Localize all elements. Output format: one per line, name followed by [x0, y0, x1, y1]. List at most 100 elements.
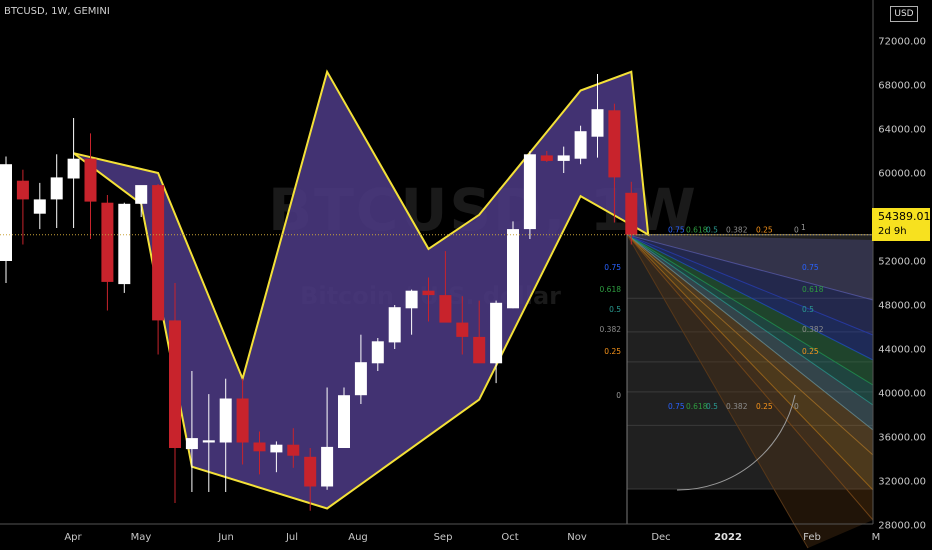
candle-body	[287, 444, 300, 456]
candle-body	[219, 398, 232, 443]
time-tick-label: M	[872, 532, 881, 543]
price-axis: 28000.00 32000.00 36000.00 40000.00 44000.00…	[872, 0, 926, 532]
time-tick-label: Jul	[285, 532, 298, 543]
fib-fan-ray	[626, 234, 874, 491]
candle-body	[439, 295, 452, 323]
time-tick-label: Dec	[651, 532, 670, 543]
fib-label-bottom: 0.75	[668, 402, 685, 411]
candle-body	[270, 444, 283, 453]
candle-body	[33, 199, 46, 214]
fib-fan-ray	[626, 234, 874, 361]
currency-selector[interactable]: USD	[890, 6, 918, 22]
candle-body	[354, 362, 367, 396]
candle-body	[50, 177, 63, 200]
fib-label-right: 0.25	[802, 347, 819, 356]
candle-body	[456, 322, 469, 337]
fib-fan-ray	[626, 234, 809, 549]
candle-body	[507, 229, 519, 309]
candle-body	[101, 202, 114, 282]
candle-body	[574, 131, 587, 159]
time-tick-label: Nov	[567, 532, 587, 543]
time-tick-label: Jun	[217, 532, 234, 543]
candle-body	[540, 155, 553, 161]
candle-body	[135, 185, 148, 204]
fib-fan-ray	[626, 234, 874, 431]
fib-fan-band	[627, 234, 873, 548]
fib-fan-ray	[626, 234, 874, 456]
candle-body	[67, 158, 80, 179]
price-tick-label: 68000.00	[878, 81, 926, 92]
fib-label-left: 0.382	[600, 325, 622, 334]
fib-label-left: 0	[616, 391, 621, 400]
time-tick-label: Apr	[64, 532, 82, 543]
time-tick-label: Oct	[501, 532, 518, 543]
candle-body	[422, 290, 435, 296]
candle-body	[321, 446, 334, 487]
fib-fan-ray	[626, 234, 874, 521]
candle-body	[371, 341, 384, 364]
candle-body	[16, 180, 29, 200]
fib-fan-ray	[626, 234, 874, 301]
fib-fan-ray	[626, 234, 874, 386]
price-tick-label: 36000.00	[878, 433, 926, 444]
fib-label-top: 0	[794, 226, 799, 235]
fib-fan-arc	[676, 394, 796, 491]
last-price-value: 54389.01	[878, 210, 931, 223]
candle-body	[304, 456, 317, 487]
fib-fan-ray	[626, 234, 874, 336]
candle-body	[253, 442, 266, 452]
candle-body	[523, 154, 536, 230]
price-tick-label: 72000.00	[878, 37, 926, 48]
fib-label-bottom: 0.382	[726, 402, 748, 411]
candle-body	[152, 185, 165, 321]
price-tick-label: 48000.00	[878, 301, 926, 312]
fib-label-one: 1	[801, 223, 806, 232]
harmonic-pattern-shape	[73, 69, 650, 510]
fib-label-bottom: 0.618	[686, 402, 708, 411]
fib-label-top: 0.25	[756, 226, 773, 235]
fib-label-bottom: 0.5	[706, 402, 718, 411]
fib-label-right: 0.618	[802, 285, 824, 294]
candle-body	[490, 302, 503, 364]
time-tick-label: Feb	[803, 532, 821, 543]
fib-fan-ray	[626, 234, 874, 406]
fib-label-right: 0.382	[802, 325, 824, 334]
fib-label-left: 0.25	[604, 347, 621, 356]
price-tick-label: 44000.00	[878, 345, 926, 356]
price-tick-label: 64000.00	[878, 125, 926, 136]
candle-body	[591, 109, 604, 137]
fib-label-left: 0.5	[609, 305, 621, 314]
candle-body	[388, 307, 401, 343]
time-axis: Apr May Jun Jul Aug Sep Oct Nov Dec 2022 Feb M	[0, 523, 881, 543]
candle-body	[169, 320, 181, 448]
candle-body	[473, 336, 486, 364]
candle-body	[84, 158, 97, 202]
candle-body	[118, 203, 131, 285]
candle-body	[0, 164, 12, 261]
price-tick-label: 28000.00	[878, 521, 926, 532]
price-tick-label: 52000.00	[878, 257, 926, 268]
price-tick-label: 60000.00	[878, 169, 926, 180]
candle-body	[236, 398, 249, 443]
fib-label-right: 0.5	[802, 305, 814, 314]
fib-label-left: 0.75	[604, 263, 621, 272]
symbol-header[interactable]: BTCUSD, 1W, GEMINI	[4, 6, 110, 17]
fib-label-top: 0.618	[686, 226, 708, 235]
last-price-tag: 54389.01 2d 9h	[872, 208, 931, 241]
candle-body	[557, 155, 570, 161]
candle-body	[405, 290, 418, 309]
fib-label-top: 0.75	[668, 226, 685, 235]
time-tick-label: 2022	[714, 532, 742, 543]
candle-body	[202, 440, 215, 443]
fib-label-bottom: 0	[794, 402, 799, 411]
fib-label-top: 0.382	[726, 226, 748, 235]
price-tick-label: 40000.00	[878, 389, 926, 400]
fib-label-top: 0.5	[706, 226, 718, 235]
fib-label-left: 0.618	[600, 285, 622, 294]
fib-label-right: 0.75	[802, 263, 819, 272]
candle-body	[338, 395, 350, 448]
bar-countdown: 2d 9h	[878, 226, 907, 237]
